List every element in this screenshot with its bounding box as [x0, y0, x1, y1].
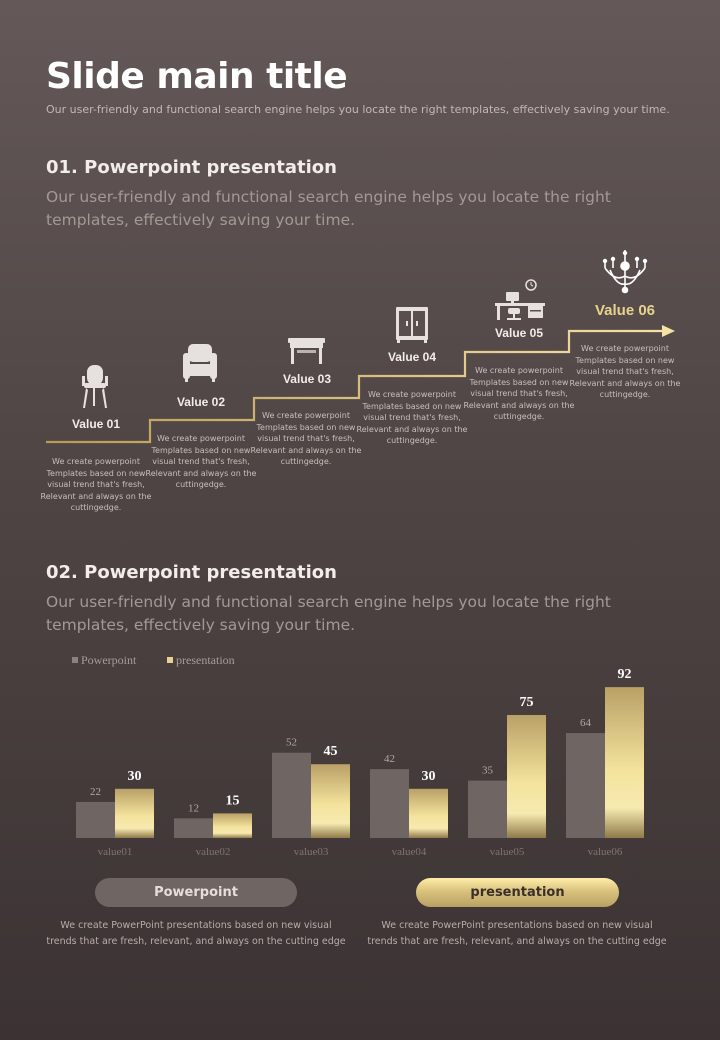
desk-icon [495, 279, 545, 320]
data-label-presentation-value06: 92 [618, 667, 632, 682]
bar-presentation-value06 [605, 687, 644, 838]
category-label-value02: value02 [196, 846, 231, 858]
bar-powerpoint-value01 [76, 801, 115, 838]
step-desc-2: We create powerpoint Templates based on … [145, 434, 257, 489]
bar-presentation-value05 [507, 715, 546, 838]
wardrobe-icon [396, 307, 428, 343]
bar-chart: Powerpoint presentation 22 30 value01 12 15 va… [72, 653, 644, 858]
legend-pill-powerpoint: Powerpoint [95, 878, 297, 907]
footer-left-text: We create PowerPoint presentations based… [46, 920, 346, 947]
chart-bars: 22 30 value01 12 15 value02 52 45 value03 42 30 val… [76, 667, 644, 858]
chandelier-icon [602, 250, 648, 294]
bar-presentation-value01 [115, 788, 154, 838]
legend-swatch-1 [72, 657, 78, 663]
category-label-value04: value04 [392, 846, 427, 858]
data-label-presentation-value05: 75 [520, 695, 534, 710]
step-desc-1: We create powerpoint Templates based on … [40, 457, 152, 512]
data-label-presentation-value04: 30 [422, 769, 436, 784]
bar-powerpoint-value05 [468, 780, 507, 838]
step-label-3: Value 03 [283, 372, 331, 386]
bar-powerpoint-value03 [272, 752, 311, 838]
step-desc-4: We create powerpoint Templates based on … [356, 390, 468, 445]
chair-icon [82, 365, 108, 408]
data-label-powerpoint-value02: 12 [188, 802, 199, 814]
bar-presentation-value03 [311, 764, 350, 838]
bar-presentation-value02 [213, 813, 252, 838]
step-label-5: Value 05 [495, 326, 543, 340]
staircase-line [46, 329, 664, 444]
step-desc-5: We create powerpoint Templates based on … [463, 366, 575, 421]
category-label-value05: value05 [490, 846, 525, 858]
section1-title: 01. Powerpoint presentation [46, 157, 337, 178]
table-icon [288, 338, 325, 364]
legend-label-1: Powerpoint [81, 653, 137, 667]
footer-right-text: We create PowerPoint presentations based… [367, 920, 667, 947]
step-label-2: Value 02 [177, 395, 225, 409]
page-subtitle: Our user-friendly and functional search … [46, 103, 670, 116]
staircase-arrow-head [662, 325, 675, 337]
step-label-4: Value 04 [388, 350, 436, 364]
data-label-presentation-value02: 15 [226, 793, 240, 808]
data-label-powerpoint-value04: 42 [384, 753, 395, 765]
category-label-value03: value03 [294, 846, 329, 858]
bar-presentation-value04 [409, 788, 448, 838]
bar-powerpoint-value06 [566, 733, 605, 838]
step-label-1: Value 01 [72, 417, 120, 431]
category-label-value01: value01 [98, 846, 133, 858]
data-label-powerpoint-value06: 64 [580, 717, 592, 729]
section1-description: Our user-friendly and functional search … [46, 188, 611, 229]
chart-legend: Powerpoint presentation [72, 653, 235, 667]
section2-title: 02. Powerpoint presentation [46, 562, 337, 583]
step-desc-3: We create powerpoint Templates based on … [250, 411, 362, 466]
bar-powerpoint-value02 [174, 818, 213, 838]
section2-description: Our user-friendly and functional search … [46, 593, 611, 634]
legend-label-2: presentation [176, 653, 235, 667]
staircase-diagram: Value 01 Value 02 Value 03 Value 04 Valu… [46, 250, 675, 444]
data-label-presentation-value01: 30 [128, 769, 142, 784]
step-desc-6: We create powerpoint Templates based on … [569, 344, 681, 399]
category-label-value06: value06 [588, 846, 623, 858]
bar-powerpoint-value04 [370, 769, 409, 838]
data-label-powerpoint-value03: 52 [286, 737, 297, 749]
legend-pill-presentation: presentation [416, 878, 619, 907]
data-label-presentation-value03: 45 [324, 744, 338, 759]
data-label-powerpoint-value05: 35 [482, 765, 494, 777]
armchair-icon [183, 344, 217, 382]
step-label-6: Value 06 [595, 302, 655, 319]
legend-swatch-2 [167, 657, 173, 663]
page-title: Slide main title [46, 56, 348, 97]
data-label-powerpoint-value01: 22 [90, 786, 101, 798]
